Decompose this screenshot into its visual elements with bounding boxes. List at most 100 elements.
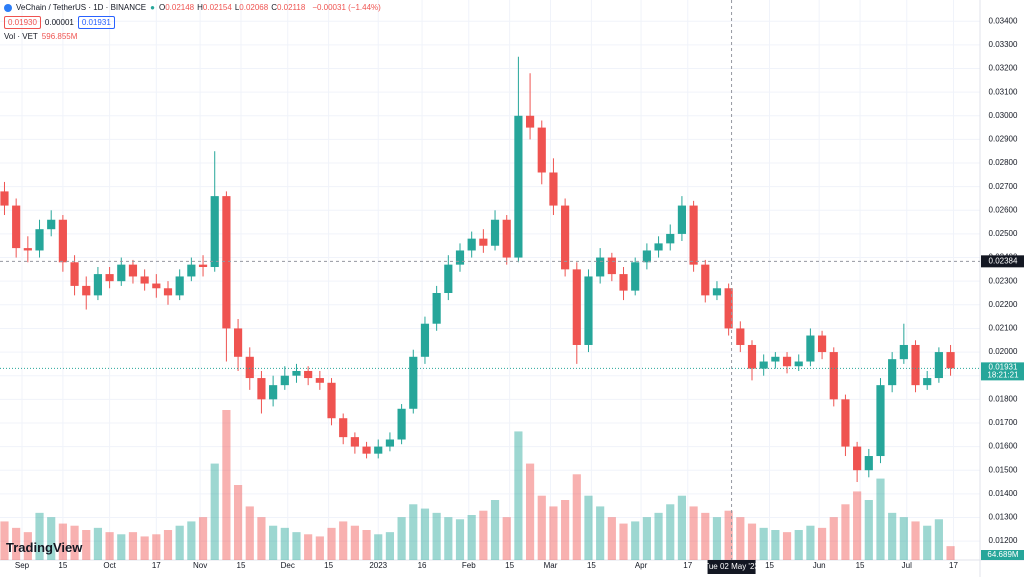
volume-bar — [58, 523, 67, 560]
volume-bar — [280, 527, 289, 560]
candle-body — [327, 382, 336, 419]
candle-body — [58, 219, 67, 263]
candle-body — [490, 219, 500, 246]
y-tick-label: 0.02100 — [989, 324, 1018, 333]
candle-body — [467, 238, 476, 251]
x-tick-label: Oct — [103, 561, 116, 570]
volume-bar — [946, 546, 955, 560]
volume-bar — [187, 521, 196, 560]
ohlc-value: 0.02154 — [202, 3, 232, 12]
y-tick-label: 0.02800 — [989, 158, 1018, 167]
volume-bar — [853, 491, 862, 560]
candle-body — [549, 172, 558, 206]
volume-bar — [210, 463, 219, 560]
candle-body — [385, 439, 395, 447]
volume-bar — [724, 510, 733, 560]
header-row: VeChain / TetherUS · 1D · BINANCE ● O 0.0… — [4, 3, 381, 12]
y-tick-label: 0.03200 — [989, 64, 1018, 73]
volume-bar — [350, 525, 359, 560]
x-tick-label: Nov — [193, 561, 207, 570]
y-tick-label: 0.01400 — [989, 489, 1018, 498]
volume-bar — [257, 517, 266, 560]
volume-bar — [829, 517, 838, 560]
sell-box[interactable]: 0.01930 — [4, 16, 41, 29]
symbol-title[interactable]: VeChain / TetherUS · 1D · BINANCE — [16, 3, 147, 12]
candle-body — [198, 264, 208, 268]
volume-bar — [0, 521, 9, 560]
volume-bar — [619, 523, 628, 560]
volume-bar — [82, 530, 91, 560]
volume-bar — [806, 525, 815, 560]
volume-bar — [163, 530, 173, 560]
volume-bar — [607, 517, 616, 560]
ohlc-value: 0.02068 — [239, 3, 269, 12]
candle-body — [654, 243, 663, 251]
y-tick-label: 0.01500 — [989, 465, 1018, 474]
volume-bar — [117, 534, 126, 560]
candle-body — [140, 276, 149, 284]
x-tick-label: 17 — [152, 561, 161, 570]
crosshair-y-label: 0.02384 — [989, 256, 1018, 265]
status-dot: ● — [150, 3, 155, 12]
countdown-label: 18:21:21 — [987, 370, 1019, 379]
candle-body — [409, 356, 418, 409]
candle-body — [23, 248, 32, 251]
ohlc-key: O — [158, 3, 166, 12]
volume-bar — [502, 517, 511, 560]
candle-body — [911, 344, 920, 386]
volume-bar — [23, 532, 32, 560]
candle-body — [245, 356, 254, 379]
buy-box[interactable]: 0.01931 — [77, 16, 115, 29]
x-tick-label: Feb — [462, 561, 476, 570]
volume-bar — [455, 519, 465, 560]
candle-body — [420, 323, 430, 357]
volume-bar — [841, 504, 850, 560]
candle-body — [642, 250, 651, 263]
volume-bar — [701, 512, 710, 560]
candle-body — [187, 264, 196, 277]
x-tick-label: Apr — [635, 561, 648, 570]
volume-bar — [736, 517, 745, 560]
y-tick-label: 0.03100 — [989, 87, 1018, 96]
x-tick-label: 17 — [683, 561, 692, 570]
volume-bar — [899, 517, 908, 560]
candle-body — [689, 205, 698, 265]
volume-bar — [222, 410, 231, 560]
volume-bar — [339, 521, 348, 560]
candle-body — [899, 344, 908, 360]
volume-bar — [747, 523, 757, 560]
y-tick-label: 0.02600 — [989, 205, 1018, 214]
volume-bar — [782, 532, 792, 560]
candle-body — [117, 264, 126, 282]
x-tick-label: 15 — [765, 561, 774, 570]
crosshair-x-tag — [707, 560, 756, 574]
volume-bar — [128, 532, 138, 560]
candle-body — [432, 292, 441, 324]
candle-body — [233, 328, 243, 357]
volume-bar — [374, 534, 383, 560]
candle-body — [525, 115, 535, 128]
logo[interactable]: TradingView — [6, 540, 83, 555]
candle-body — [841, 399, 850, 447]
volume-bar — [152, 534, 161, 560]
ohlc-key: L — [234, 3, 240, 12]
volume-bar — [876, 478, 885, 560]
volume-bar — [245, 506, 254, 560]
volume-bar — [794, 530, 803, 560]
candle-body — [701, 264, 710, 296]
y-tick-label: 0.01300 — [989, 513, 1018, 522]
candle-body — [584, 276, 593, 345]
candle-body — [339, 418, 348, 438]
candle-body — [502, 219, 511, 258]
candle-body — [607, 257, 616, 275]
candle-body — [561, 205, 570, 270]
candle-body — [759, 361, 768, 369]
y-tick-label: 0.01200 — [989, 536, 1018, 545]
spread: 0.00001 — [44, 18, 74, 27]
volume-bar — [444, 517, 453, 560]
candle-body — [934, 352, 943, 379]
volume-value: 596.855M — [41, 32, 78, 41]
candle-body — [444, 264, 453, 293]
candle-body — [35, 229, 44, 251]
volume-bar — [362, 530, 371, 560]
